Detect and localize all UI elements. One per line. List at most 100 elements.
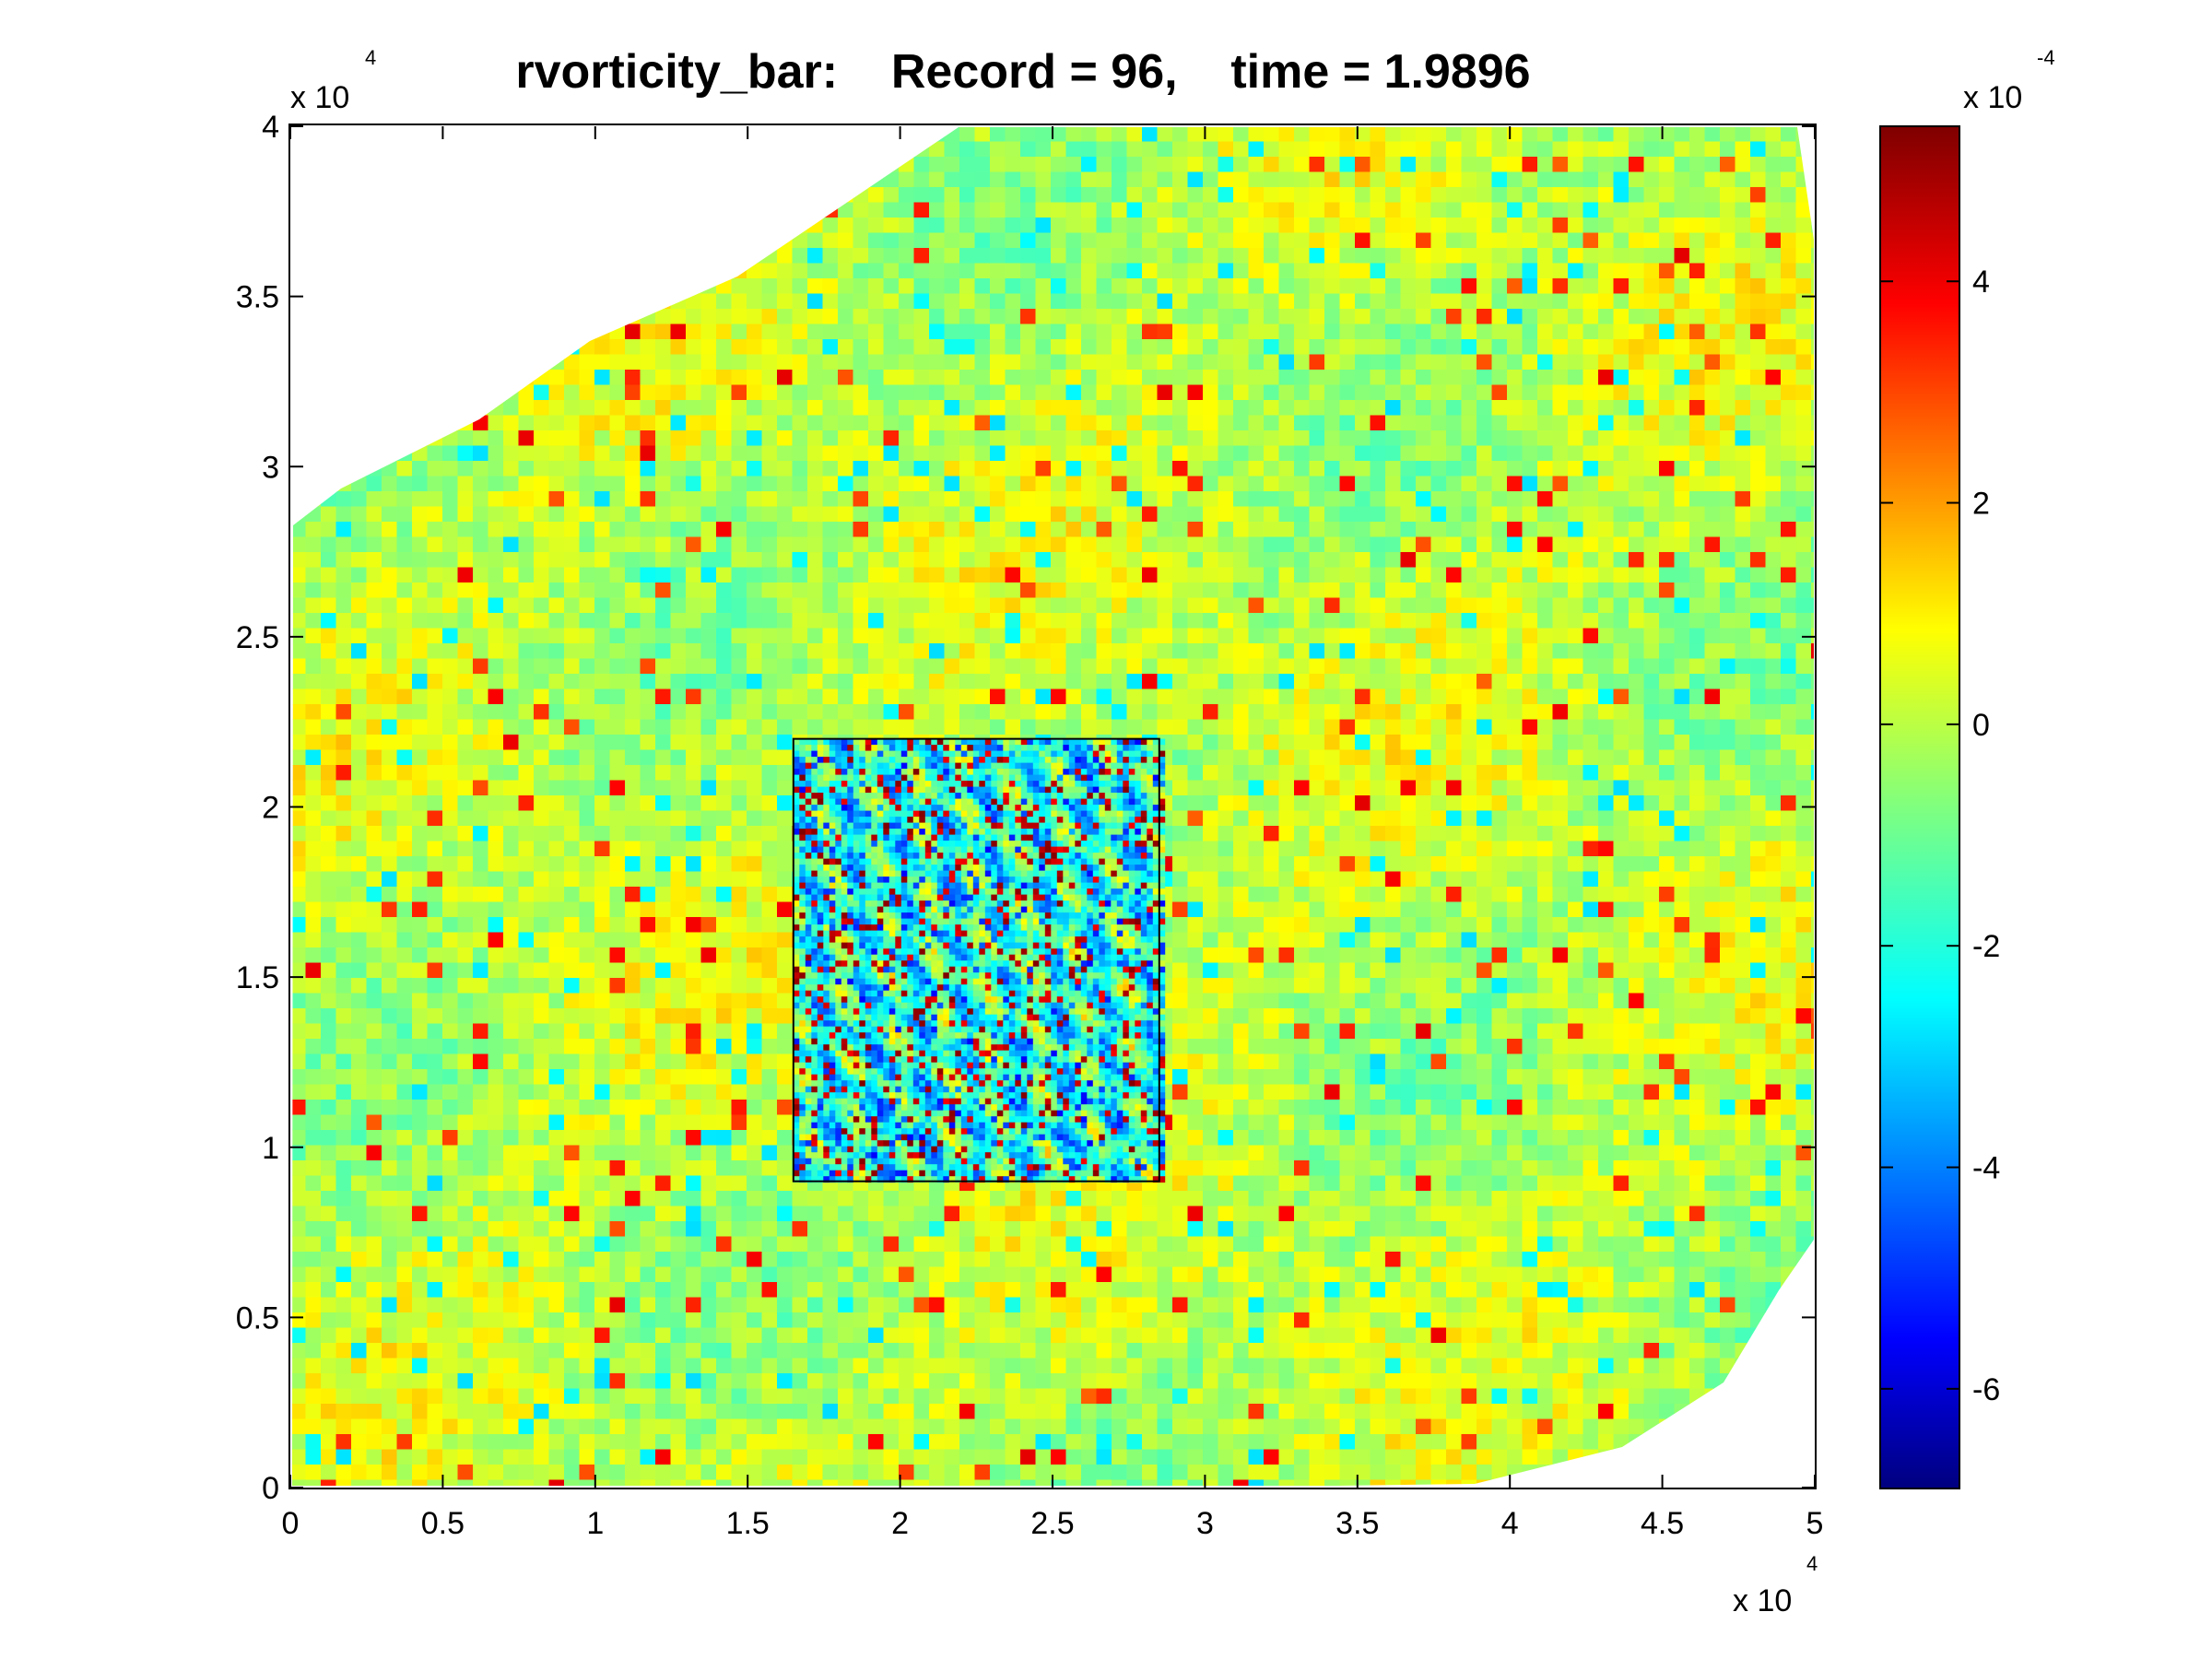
field-cell <box>777 871 794 888</box>
field-cell <box>670 293 687 310</box>
field-cell <box>1355 826 1371 842</box>
field-cell <box>959 324 976 340</box>
field-cell <box>1081 339 1098 356</box>
field-cell <box>1278 856 1295 873</box>
field-cell <box>716 248 733 265</box>
field-cell <box>1355 567 1371 583</box>
field-cell <box>1598 293 1615 310</box>
field-cell <box>853 400 869 417</box>
field-cell <box>1416 735 1432 751</box>
field-cell <box>1430 719 1447 735</box>
field-cell <box>1704 522 1721 538</box>
field-cell <box>609 749 626 766</box>
field-cell <box>1081 157 1098 173</box>
field-cell <box>1233 445 1250 462</box>
field-cell <box>1552 597 1569 614</box>
field-cell <box>1172 810 1189 827</box>
field-cell <box>321 871 337 888</box>
field-cell <box>1157 688 1173 705</box>
field-cell <box>1811 384 1814 401</box>
field-cell <box>1583 293 1599 310</box>
field-cell <box>959 552 976 569</box>
field-cell <box>488 370 504 386</box>
field-cell <box>1537 415 1554 431</box>
field-cell <box>1735 141 1751 158</box>
field-cell <box>1400 643 1417 660</box>
field-cell <box>503 384 520 401</box>
field-cell <box>292 461 307 477</box>
field-cell <box>1795 826 1812 842</box>
field-cell <box>1643 415 1660 431</box>
field-cell <box>534 354 550 371</box>
field-cell <box>534 841 550 857</box>
field-cell <box>1096 354 1112 371</box>
field-cell <box>1112 582 1128 599</box>
field-cell <box>1795 461 1812 477</box>
field-cell <box>686 719 702 735</box>
field-cell <box>1187 445 1204 462</box>
field-cell <box>1248 476 1265 492</box>
field-cell <box>640 749 656 766</box>
field-cell <box>807 354 824 371</box>
field-cell <box>609 735 626 751</box>
field-cell <box>1324 735 1341 751</box>
field-cell <box>777 522 794 538</box>
field-cell <box>1278 278 1295 295</box>
field-cell <box>1020 552 1037 569</box>
field-cell <box>1400 826 1417 842</box>
field-cell <box>1613 567 1630 583</box>
field-cell <box>548 248 565 265</box>
field-cell <box>382 278 398 295</box>
field-cell <box>457 643 474 660</box>
field-cell <box>1552 552 1569 569</box>
field-cell <box>1264 278 1280 295</box>
field-cell <box>1568 780 1584 796</box>
field-cell <box>1598 674 1615 690</box>
field-cell <box>335 704 352 721</box>
field-cell <box>1477 232 1493 249</box>
field-cell <box>1416 841 1432 857</box>
field-cell <box>534 704 550 721</box>
field-cell <box>442 643 459 660</box>
field-cell <box>792 415 808 431</box>
field-cell <box>853 157 869 173</box>
field-cell <box>625 871 641 888</box>
field-cell <box>670 810 687 827</box>
field-cell <box>1339 384 1356 401</box>
field-cell <box>457 309 474 325</box>
field-cell <box>700 157 717 173</box>
field-cell <box>548 370 565 386</box>
field-cell <box>1385 445 1402 462</box>
field-cell <box>1629 232 1645 249</box>
field-cell <box>747 795 763 812</box>
field-cell <box>686 780 702 796</box>
field-cell <box>292 248 307 265</box>
field-cell <box>1430 400 1447 417</box>
field-cell <box>1065 278 1082 295</box>
field-cell <box>1324 384 1341 401</box>
field-cell <box>1370 522 1386 538</box>
field-cell <box>427 171 443 188</box>
field-cell <box>1704 704 1721 721</box>
field-cell <box>670 506 687 523</box>
field-cell <box>1126 719 1143 735</box>
field-cell <box>1430 674 1447 690</box>
field-cell <box>761 445 778 462</box>
field-cell <box>457 506 474 523</box>
field-cell <box>670 522 687 538</box>
field-cell <box>1187 263 1204 279</box>
field-cell <box>579 674 595 690</box>
field-cell <box>1781 461 1797 477</box>
field-cell <box>913 309 930 325</box>
field-cell <box>731 735 747 751</box>
field-cell <box>807 719 824 735</box>
field-cell <box>1051 339 1067 356</box>
field-cell <box>1233 856 1250 873</box>
field-cell <box>321 445 337 462</box>
field-cell <box>625 445 641 462</box>
field-cell <box>1324 552 1341 569</box>
field-cell <box>1507 339 1524 356</box>
field-cell <box>382 491 398 508</box>
field-cell <box>1126 187 1143 204</box>
field-cell <box>396 841 413 857</box>
